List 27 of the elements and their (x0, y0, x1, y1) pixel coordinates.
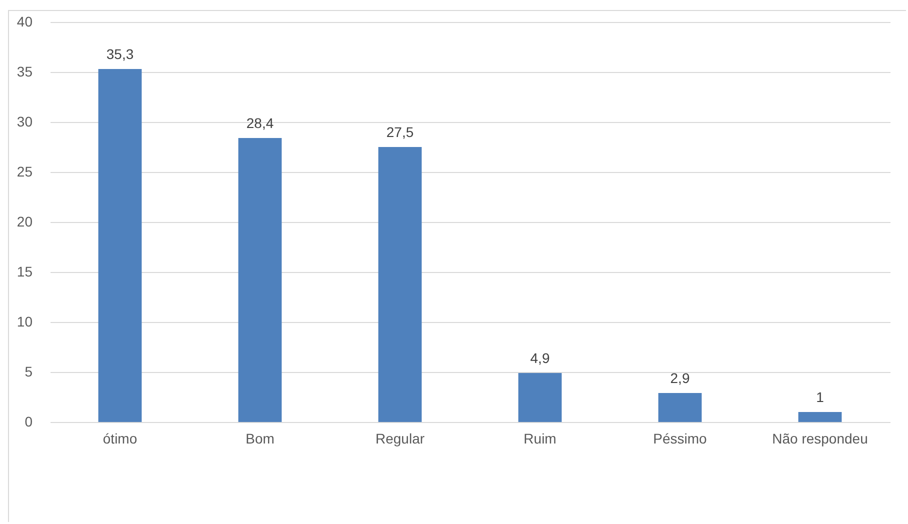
x-tick-label: Ruim (524, 430, 556, 446)
y-tick-label: 30 (16, 114, 33, 130)
data-label: 27,5 (386, 124, 414, 140)
bar (98, 69, 142, 422)
y-tick-label: 0 (24, 414, 33, 430)
y-tick-label: 40 (16, 14, 33, 30)
bar (238, 138, 282, 422)
y-tick-label: 35 (16, 64, 33, 80)
data-label: 1 (816, 389, 824, 405)
bar (378, 147, 422, 422)
y-tick-label: 25 (16, 164, 33, 180)
x-tick-label: Péssimo (653, 430, 708, 446)
x-tick-label: ótimo (102, 430, 138, 446)
x-tick-label: Não respondeu (772, 430, 868, 446)
data-label: 28,4 (246, 115, 274, 131)
y-tick-label: 10 (16, 314, 33, 330)
y-tick-label: 15 (16, 264, 33, 280)
data-label: 4,9 (530, 350, 550, 366)
bar (518, 373, 562, 422)
bar (658, 393, 702, 422)
x-tick-label: Regular (375, 430, 425, 446)
y-tick-label: 5 (24, 364, 33, 380)
y-tick-label: 20 (16, 214, 33, 230)
data-label: 2,9 (670, 370, 690, 386)
x-tick-label: Bom (246, 430, 274, 446)
bar (798, 412, 842, 422)
data-label: 35,3 (106, 46, 134, 62)
